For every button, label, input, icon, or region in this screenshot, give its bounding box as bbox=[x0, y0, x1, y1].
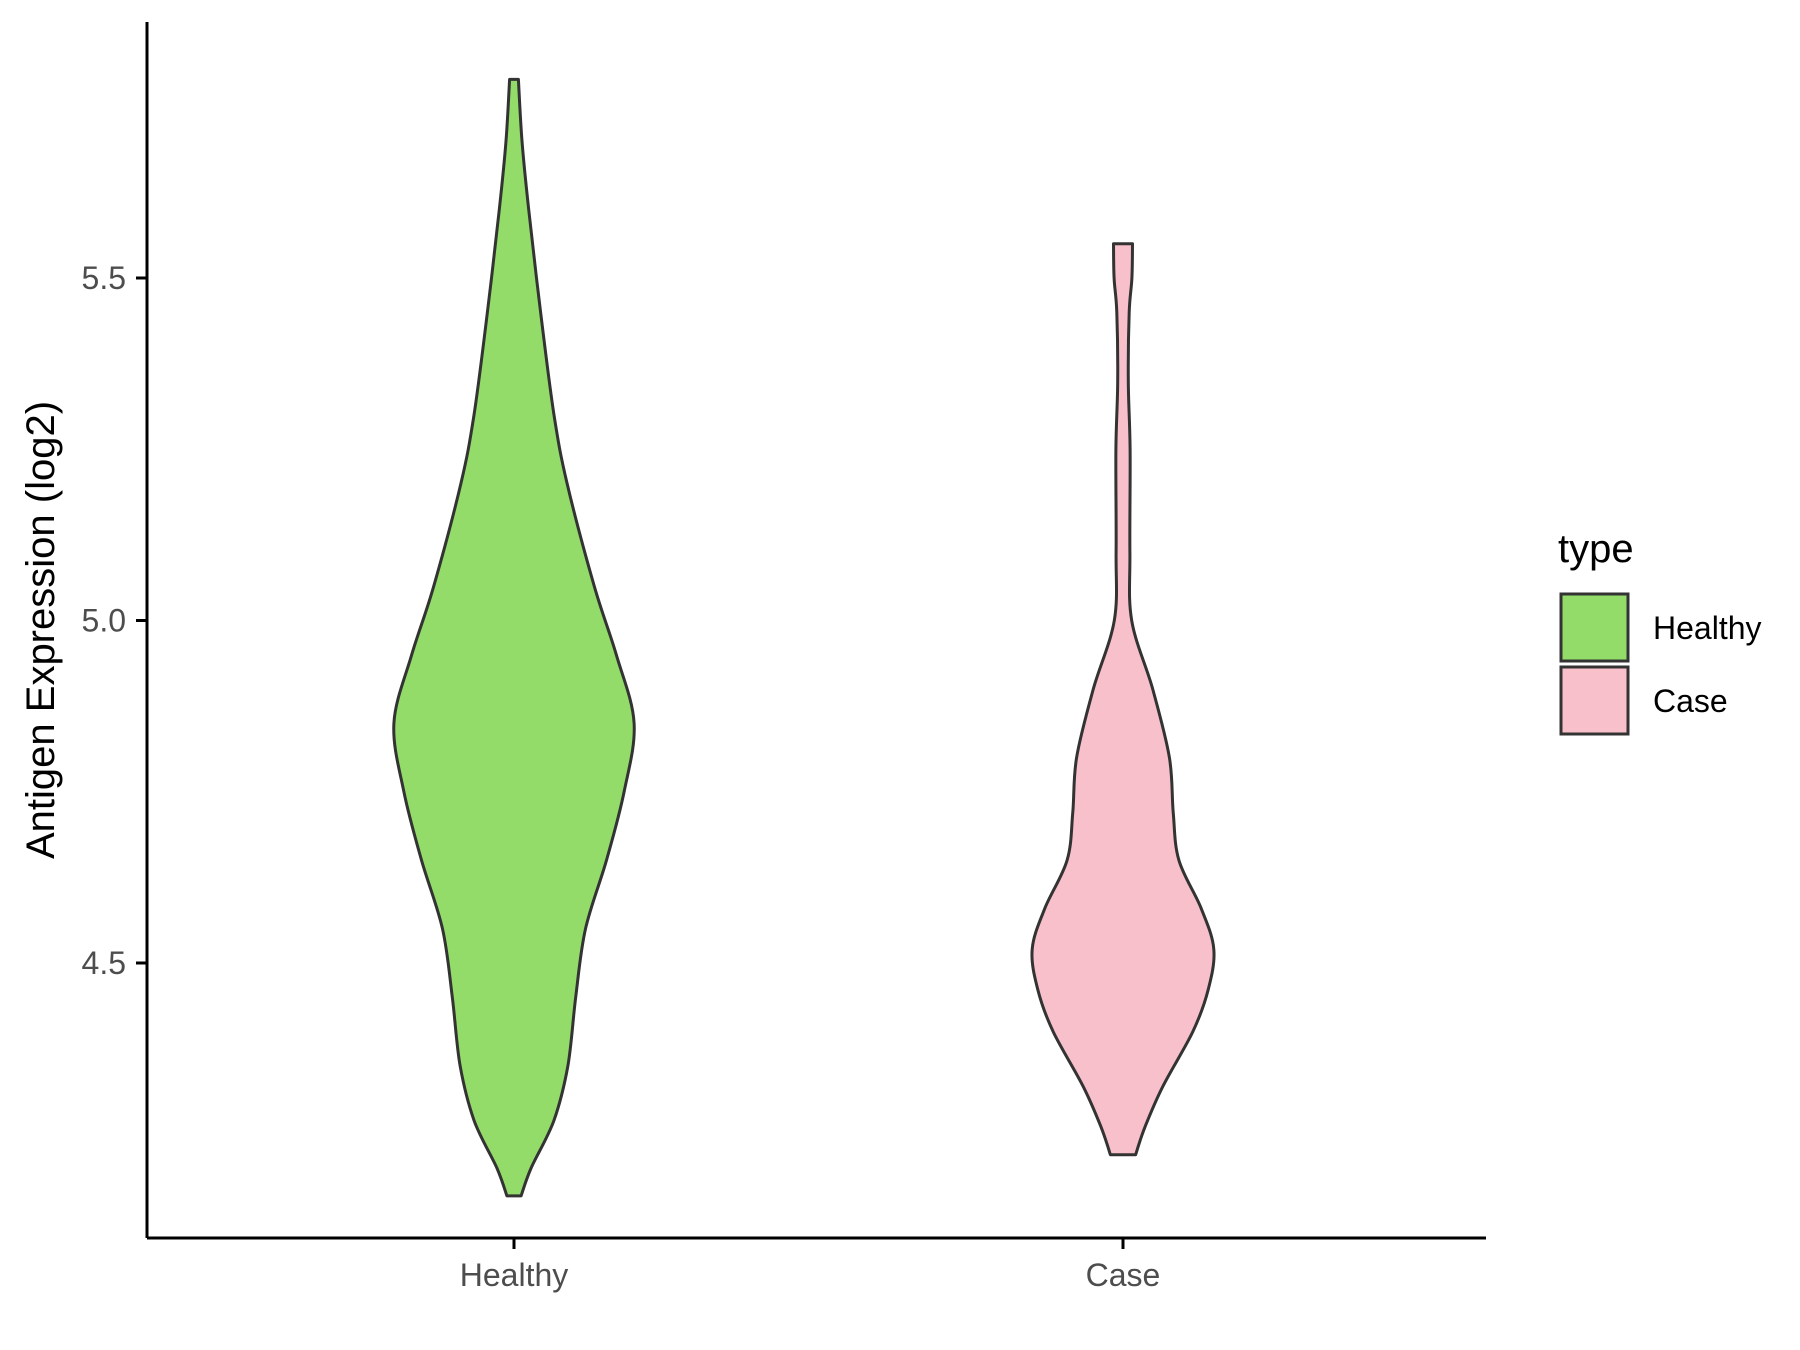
x-tick-label: Healthy bbox=[460, 1257, 569, 1293]
legend-label-case: Case bbox=[1653, 683, 1728, 719]
violin-healthy bbox=[392, 77, 636, 1198]
violin-case bbox=[1030, 242, 1216, 1157]
legend: type Healthy Case bbox=[1558, 527, 1762, 736]
legend-swatch-healthy bbox=[1559, 592, 1630, 663]
x-ticks: Healthy Case bbox=[460, 1238, 1161, 1293]
legend-swatch-case bbox=[1559, 665, 1630, 736]
axes bbox=[145, 22, 1486, 1240]
y-ticks: 4.5 5.0 5.5 bbox=[82, 260, 147, 981]
legend-item-case: Case bbox=[1559, 665, 1728, 736]
legend-item-healthy: Healthy bbox=[1559, 592, 1762, 663]
violin-layer bbox=[392, 77, 1216, 1198]
y-tick-label: 5.5 bbox=[82, 260, 126, 296]
y-axis-title: Antigen Expression (log2) bbox=[19, 401, 63, 859]
y-tick-label: 4.5 bbox=[82, 945, 126, 981]
y-tick-label: 5.0 bbox=[82, 603, 126, 639]
legend-title: type bbox=[1558, 527, 1634, 571]
legend-label-healthy: Healthy bbox=[1653, 610, 1762, 646]
x-tick-label: Case bbox=[1086, 1257, 1161, 1293]
